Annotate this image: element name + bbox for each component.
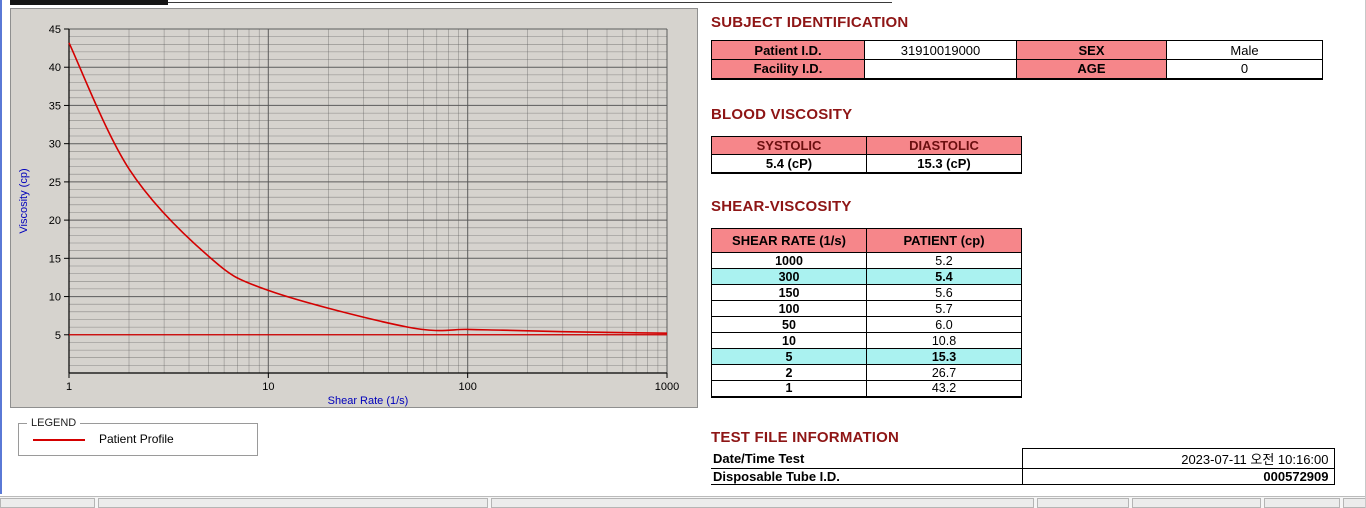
shear-row: 1 43.2: [711, 380, 1022, 397]
systolic-header: SYSTOLIC: [711, 136, 867, 155]
tube-id-value: 000572909: [1021, 468, 1335, 485]
patient-cp-cell: 5.6: [866, 284, 1022, 301]
subject-row: Patient I.D. 31910019000 SEX Male: [711, 40, 1323, 60]
shear-rate-cell: 100: [711, 300, 867, 317]
patient-profile-line-swatch: [33, 439, 85, 441]
shear-row: 300 5.4: [711, 268, 1022, 285]
systolic-value: 5.4 (cP): [711, 154, 867, 173]
diastolic-value: 15.3 (cP): [866, 154, 1022, 173]
shear-row: 1000 5.2: [711, 252, 1022, 269]
window-left-edge: [0, 0, 2, 494]
test-file-information-table: Date/Time Test 2023-07-11 오전 10:16:00 Di…: [711, 448, 1335, 485]
sex-value: Male: [1166, 40, 1323, 60]
blood-viscosity-heading: BLOOD VISCOSITY: [711, 106, 853, 123]
shear-viscosity-heading: SHEAR-VISCOSITY: [711, 198, 852, 215]
facility-id-value: [864, 59, 1017, 79]
bv-header-row: SYSTOLIC DIASTOLIC: [711, 136, 1022, 155]
taskbar-button[interactable]: [1037, 498, 1129, 508]
bv-value-row: 5.4 (cP) 15.3 (cP): [711, 154, 1022, 173]
taskbar-button[interactable]: [0, 498, 95, 508]
svg-text:5: 5: [55, 330, 61, 342]
window-top-bar: [10, 0, 168, 5]
subject-identification-table: Patient I.D. 31910019000 SEX Male Facili…: [711, 40, 1323, 80]
datetime-value: 2023-07-11 오전 10:16:00: [1021, 448, 1335, 469]
age-value: 0: [1166, 59, 1323, 79]
diastolic-header: DIASTOLIC: [866, 136, 1022, 155]
shear-viscosity-chart: 5 10 15 20 25 30 35 40 45 1 10 100 1000 Shear Rate (1…: [10, 8, 698, 408]
patient-cp-cell: 5.2: [866, 252, 1022, 269]
svg-text:20: 20: [49, 215, 61, 227]
svg-text:25: 25: [49, 177, 61, 189]
svg-text:10: 10: [49, 292, 61, 304]
viscosity-curve-plot: 5 10 15 20 25 30 35 40 45 1 10 100 1000 Shear Rate (1…: [18, 24, 679, 407]
shear-rate-cell: 50: [711, 316, 867, 333]
tube-id-label: Disposable Tube I.D.: [711, 468, 1022, 485]
window-top-line: [10, 2, 892, 3]
shear-header-row: SHEAR RATE (1/s) PATIENT (cp): [711, 228, 1022, 253]
blood-viscosity-table: SYSTOLIC DIASTOLIC 5.4 (cP) 15.3 (cP): [711, 136, 1022, 174]
patient-id-label: Patient I.D.: [711, 40, 865, 60]
shear-rate-cell: 300: [711, 268, 867, 285]
taskbar-button[interactable]: [491, 498, 1034, 508]
shear-row: 50 6.0: [711, 316, 1022, 333]
svg-text:1: 1: [66, 381, 72, 393]
shear-rate-cell: 5: [711, 348, 867, 365]
taskbar-tray[interactable]: [1343, 498, 1365, 508]
svg-text:Viscosity (cp): Viscosity (cp): [18, 168, 30, 233]
legend-item-label: Patient Profile: [99, 432, 174, 446]
patient-cp-cell: 6.0: [866, 316, 1022, 333]
test-file-information-heading: TEST FILE INFORMATION: [711, 429, 900, 446]
subject-row: Facility I.D. AGE 0: [711, 59, 1323, 79]
taskbar-button[interactable]: [1264, 498, 1340, 508]
patient-cp-cell: 15.3: [866, 348, 1022, 365]
shear-row: 100 5.7: [711, 300, 1022, 317]
facility-id-label: Facility I.D.: [711, 59, 865, 79]
shear-rate-header: SHEAR RATE (1/s): [711, 228, 867, 253]
shear-rate-cell: 2: [711, 364, 867, 381]
legend-box: LEGEND Patient Profile: [18, 417, 258, 456]
shear-rate-cell: 10: [711, 332, 867, 349]
svg-text:Shear Rate (1/s): Shear Rate (1/s): [328, 395, 409, 407]
shear-row: 5 15.3: [711, 348, 1022, 365]
shear-rate-cell: 1000: [711, 252, 867, 269]
taskbar-button[interactable]: [1132, 498, 1261, 508]
shear-row: 2 26.7: [711, 364, 1022, 381]
age-label: AGE: [1016, 59, 1167, 79]
patient-cp-header: PATIENT (cp): [866, 228, 1022, 253]
svg-text:1000: 1000: [655, 381, 679, 393]
svg-text:45: 45: [49, 24, 61, 36]
patient-cp-cell: 10.8: [866, 332, 1022, 349]
svg-text:100: 100: [458, 381, 476, 393]
svg-text:10: 10: [262, 381, 274, 393]
shear-viscosity-table: SHEAR RATE (1/s) PATIENT (cp) 1000 5.2 300…: [711, 228, 1022, 398]
patient-cp-cell: 5.4: [866, 268, 1022, 285]
shear-row: 10 10.8: [711, 332, 1022, 349]
shear-rate-cell: 1: [711, 380, 867, 397]
patient-id-value: 31910019000: [864, 40, 1017, 60]
svg-text:30: 30: [49, 139, 61, 151]
datetime-label: Date/Time Test: [711, 448, 1022, 469]
test-file-row: Date/Time Test 2023-07-11 오전 10:16:00: [711, 448, 1335, 469]
taskbar-button[interactable]: [98, 498, 488, 508]
patient-cp-cell: 26.7: [866, 364, 1022, 381]
svg-text:35: 35: [49, 100, 61, 112]
shear-rate-cell: 150: [711, 284, 867, 301]
taskbar: [0, 496, 1365, 508]
sex-label: SEX: [1016, 40, 1167, 60]
patient-cp-cell: 43.2: [866, 380, 1022, 397]
svg-text:40: 40: [49, 62, 61, 74]
test-file-row: Disposable Tube I.D. 000572909: [711, 468, 1335, 485]
svg-text:15: 15: [49, 253, 61, 265]
patient-cp-cell: 5.7: [866, 300, 1022, 317]
legend-title: LEGEND: [27, 417, 81, 429]
shear-row: 150 5.6: [711, 284, 1022, 301]
subject-identification-heading: SUBJECT IDENTIFICATION: [711, 14, 909, 31]
